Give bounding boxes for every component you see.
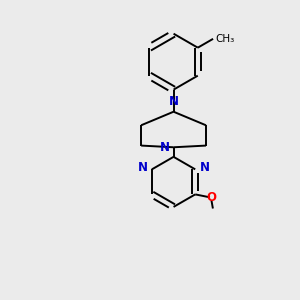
- Text: N: N: [169, 95, 178, 108]
- Text: CH₃: CH₃: [215, 34, 235, 44]
- Text: O: O: [206, 191, 216, 204]
- Text: N: N: [200, 161, 210, 174]
- Text: N: N: [137, 161, 148, 174]
- Text: N: N: [160, 141, 170, 154]
